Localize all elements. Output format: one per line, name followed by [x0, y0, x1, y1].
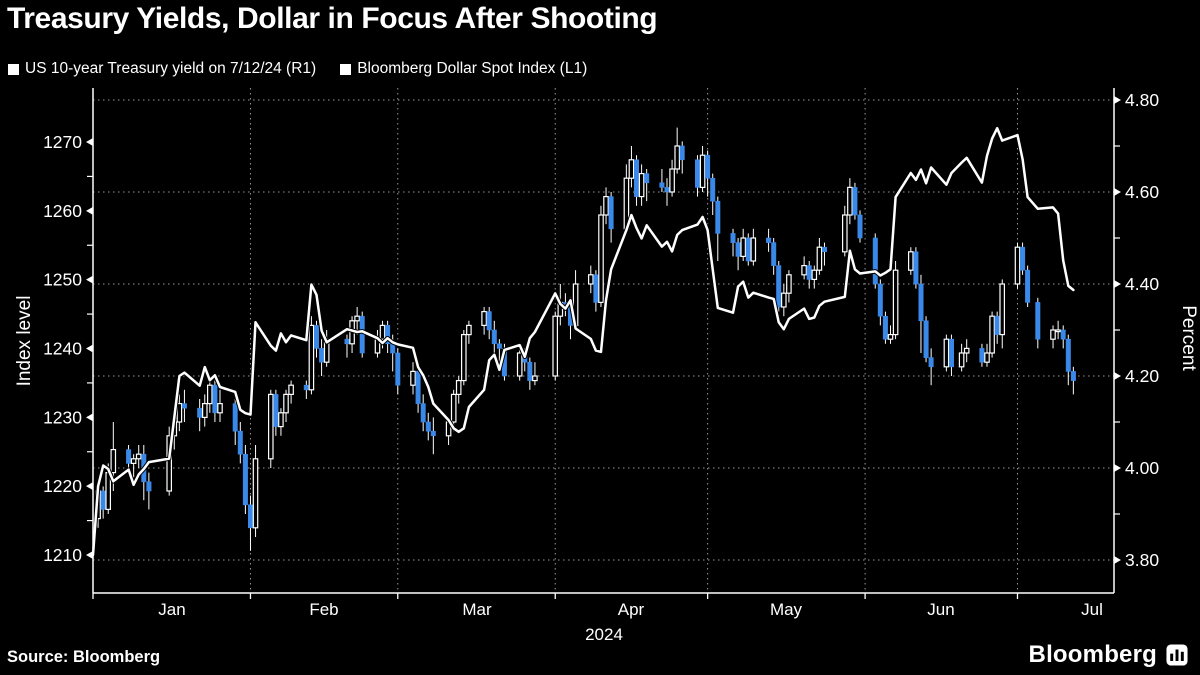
legend-item-treasury-yield: US 10-year Treasury yield on 7/12/24 (R1… [8, 60, 316, 78]
month-tick-label: Feb [309, 600, 338, 619]
right-axis-tick-label: 4.60 [1125, 182, 1159, 202]
chart-legend: US 10-year Treasury yield on 7/12/24 (R1… [8, 60, 587, 78]
month-tick-label: May [770, 600, 803, 619]
left-axis-tick-label: 1240 [43, 338, 82, 358]
left-axis-tick-label: 1230 [43, 407, 82, 427]
axes: 1270 1260 1250 1240 1230 1220 1210 4.80 4.60 4.40… [14, 88, 1199, 644]
month-tick-label: Jun [927, 600, 954, 619]
month-tick-label: Jul [1081, 600, 1103, 619]
legend-item-dollar-index: Bloomberg Dollar Spot Index (L1) [340, 60, 587, 78]
right-axis-tick-label: 4.80 [1125, 90, 1159, 110]
month-tick-label: Jan [158, 600, 185, 619]
month-tick-label: Mar [462, 600, 492, 619]
left-axis-tick-label: 1250 [43, 270, 82, 290]
bloomberg-logo: Bloomberg [1029, 641, 1188, 669]
chart-title: Treasury Yields, Dollar in Focus After S… [7, 2, 658, 35]
bloomberg-chart-icon [1166, 644, 1188, 666]
left-axis-title: Index level [14, 296, 35, 387]
bloomberg-wordmark: Bloomberg [1028, 641, 1157, 668]
legend-label-dollar-index: Bloomberg Dollar Spot Index (L1) [357, 60, 588, 77]
right-axis-tick-label: 4.00 [1125, 458, 1159, 478]
legend-marker-square-icon [340, 63, 352, 75]
left-axis-tick-label: 1260 [43, 201, 82, 221]
right-axis-tick-label: 4.20 [1125, 366, 1159, 386]
candlestick-series [95, 127, 1076, 551]
year-label: 2024 [585, 625, 623, 644]
source-attribution: Source: Bloomberg [7, 648, 161, 666]
left-axis-tick-label: 1270 [43, 132, 82, 152]
month-tick-label: Apr [618, 600, 645, 619]
dollar-index-line [91, 126, 1075, 557]
right-axis-title: Percent [1178, 305, 1199, 371]
legend-label-treasury-yield: US 10-year Treasury yield on 7/12/24 (R1… [25, 60, 317, 77]
right-axis-tick-label: 3.80 [1125, 550, 1159, 570]
right-axis-tick-label: 4.40 [1125, 274, 1159, 294]
left-axis-tick-label: 1220 [43, 476, 82, 496]
left-axis-tick-label: 1210 [43, 545, 82, 565]
legend-marker-square-icon [8, 63, 19, 75]
